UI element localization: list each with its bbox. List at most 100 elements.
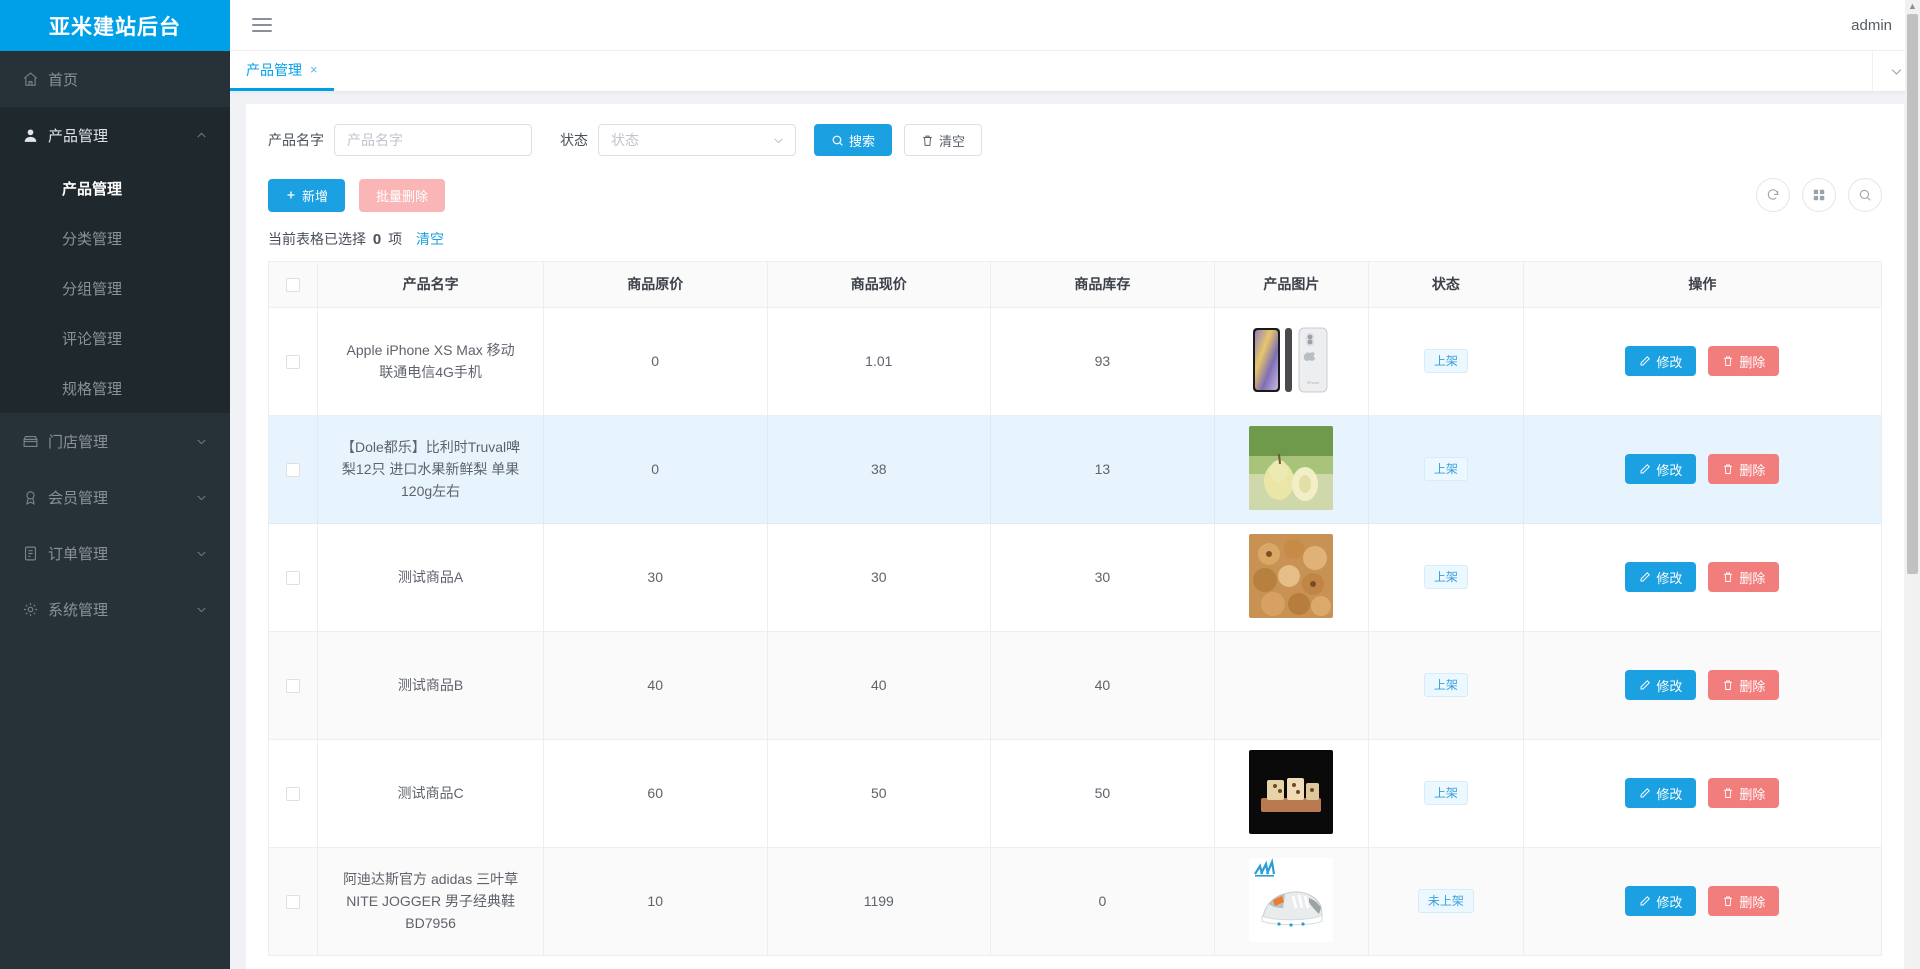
scrollbar-thumb[interactable] [1907, 14, 1918, 574]
pencil-icon [1639, 787, 1651, 799]
cell-product-image [1214, 523, 1370, 632]
sidebar-subitem-category[interactable]: 分类管理 [62, 230, 123, 248]
tab-product-manage[interactable]: 产品管理 × [230, 51, 334, 91]
delete-button[interactable]: 删除 [1708, 562, 1780, 592]
product-name-text: 测试商品B [397, 677, 464, 693]
th-original-price: 商品原价 [543, 262, 768, 308]
cell-product-image [1214, 415, 1370, 524]
edit-button-label: 修改 [1656, 570, 1683, 586]
row-select-cell [269, 307, 319, 416]
status-badge: 上架 [1423, 457, 1468, 481]
cell-product-name: 测试商品C [317, 739, 544, 848]
select-all-checkbox[interactable] [286, 278, 301, 293]
chevron-up-icon [192, 129, 208, 142]
delete-button[interactable]: 删除 [1708, 454, 1780, 484]
tabbar-more-button[interactable] [1872, 51, 1920, 91]
cell-original-price: 30 [543, 523, 768, 632]
edit-button[interactable]: 修改 [1625, 346, 1697, 376]
cell-current-price: 1199 [767, 847, 992, 956]
grid-icon[interactable] [1802, 178, 1836, 212]
sidebar-item-order[interactable]: 订单管理 [0, 525, 230, 581]
hamburger-icon[interactable] [250, 14, 274, 36]
product-thumbnail[interactable] [1249, 749, 1334, 834]
row-checkbox[interactable] [286, 355, 301, 370]
row-checkbox[interactable] [286, 463, 301, 478]
product-thumbnail[interactable] [1249, 533, 1334, 618]
sidebar-item-member[interactable]: 会员管理 [0, 469, 230, 525]
cell-operations: 修改 删除 [1523, 631, 1881, 740]
table-row[interactable]: 【Dole都乐】比利时Truval啤梨12只 进口水果新鲜梨 单果120g左右 0… [269, 415, 1881, 524]
table-row[interactable]: Apple iPhone XS Max 移动联通电信4G手机 0 1.01 93 iPh… [269, 307, 1881, 416]
sidebar-subitem-spec[interactable]: 规格管理 [62, 380, 123, 398]
sidebar-item-system[interactable]: 系统管理 [0, 581, 230, 637]
row-select-cell [269, 631, 319, 740]
chevron-down-icon [192, 603, 208, 616]
delete-button[interactable]: 删除 [1708, 778, 1780, 808]
delete-button[interactable]: 删除 [1708, 346, 1780, 376]
user-menu[interactable]: admin [1851, 16, 1892, 34]
product-table-wrapper: 产品名字 商品原价 商品现价 商品库存 产品图片 状态 操作 Apple iPh… [268, 261, 1882, 956]
sidebar-item-product[interactable]: 产品管理 [0, 107, 230, 163]
table-row[interactable]: 测试商品C 60 50 50 上架 修改 删除 [269, 739, 1881, 848]
edit-button[interactable]: 修改 [1625, 562, 1697, 592]
product-thumbnail[interactable]: iPhone [1249, 317, 1334, 402]
row-checkbox[interactable] [286, 571, 301, 586]
edit-button[interactable]: 修改 [1625, 670, 1697, 700]
table-row[interactable]: 测试商品B 40 40 40 上架 修改 删除 [269, 631, 1881, 740]
row-checkbox[interactable] [286, 787, 301, 802]
product-thumbnail[interactable] [1249, 642, 1333, 726]
cell-stock: 50 [990, 739, 1215, 848]
product-thumbnail[interactable] [1249, 425, 1334, 510]
sidebar-subitem-comment[interactable]: 评论管理 [62, 330, 123, 348]
edit-button-label: 修改 [1656, 354, 1683, 370]
table-row[interactable]: 测试商品A 30 30 30 上架 修改 删除 [269, 523, 1881, 632]
status-select[interactable]: 状态 [598, 124, 796, 156]
th-stock: 商品库存 [990, 262, 1215, 308]
page-scrollbar[interactable]: ▲ [1905, 0, 1920, 969]
edit-button[interactable]: 修改 [1625, 454, 1697, 484]
trash-icon [1722, 895, 1734, 907]
add-button[interactable]: 新增 [268, 178, 346, 212]
sidebar-item-store-label: 门店管理 [48, 433, 109, 451]
edit-button[interactable]: 修改 [1625, 778, 1697, 808]
table-row[interactable]: 阿迪达斯官方 adidas 三叶草 NITE JOGGER 男子经典鞋BD795… [269, 847, 1881, 956]
status-badge: 上架 [1423, 781, 1468, 805]
search-icon[interactable] [1848, 178, 1882, 212]
batch-delete-button[interactable]: 批量删除 [359, 178, 446, 212]
cell-status: 上架 [1368, 307, 1524, 416]
plus-icon [285, 189, 297, 201]
main-area: admin 产品管理 × 产品名字 状态 状态 [230, 0, 1920, 969]
refresh-icon[interactable] [1756, 178, 1790, 212]
pencil-icon [1639, 355, 1651, 367]
row-checkbox[interactable] [286, 679, 301, 694]
close-icon[interactable]: × [310, 62, 318, 77]
cell-stock: 93 [990, 307, 1215, 416]
sidebar-subitem-group[interactable]: 分组管理 [62, 280, 123, 298]
search-button-label: 搜索 [849, 133, 876, 149]
delete-button[interactable]: 删除 [1708, 670, 1780, 700]
sidebar-subitem-product-manage[interactable]: 产品管理 [62, 180, 123, 198]
clear-button[interactable]: 清空 [904, 124, 983, 156]
cell-product-name: 【Dole都乐】比利时Truval啤梨12只 进口水果新鲜梨 单果120g左右 [317, 415, 544, 524]
status-select-value: 状态 [611, 132, 639, 148]
sidebar-item-store[interactable]: 门店管理 [0, 413, 230, 469]
chevron-down-icon [192, 435, 208, 448]
search-button[interactable]: 搜索 [814, 124, 893, 156]
cell-original-price: 0 [543, 415, 768, 524]
row-checkbox[interactable] [286, 895, 301, 910]
product-name-input[interactable] [334, 124, 532, 156]
delete-button[interactable]: 删除 [1708, 886, 1780, 916]
product-thumbnail[interactable] [1249, 857, 1334, 942]
scroll-up-arrow[interactable]: ▲ [1908, 1, 1917, 11]
selection-count: 0 [372, 231, 382, 248]
add-button-label: 新增 [302, 188, 329, 204]
sidebar-item-home[interactable]: 首页 [0, 51, 230, 107]
product-card: 产品名字 状态 状态 搜索 [246, 104, 1904, 969]
selection-info: 当前表格已选择 0 项 清空 [268, 229, 1882, 249]
edit-button[interactable]: 修改 [1625, 886, 1697, 916]
chevron-down-icon [192, 547, 208, 560]
selection-clear-link[interactable]: 清空 [416, 231, 445, 247]
topbar: admin [230, 0, 1920, 51]
table-tools [1756, 178, 1882, 212]
th-select-all [269, 262, 319, 308]
